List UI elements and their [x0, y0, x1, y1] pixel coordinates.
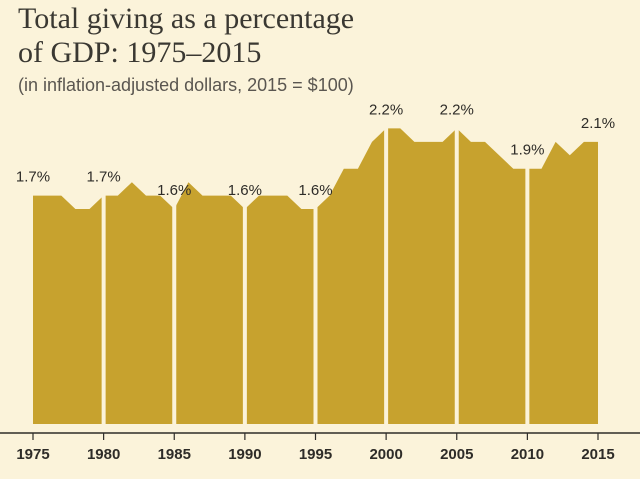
- data-label-1975: 1.7%: [16, 169, 50, 186]
- x-tick-label-2010: 2010: [511, 446, 544, 463]
- x-tick-label-1975: 1975: [16, 446, 49, 463]
- data-label-2015: 2.1%: [581, 115, 615, 132]
- data-label-2000: 2.2%: [369, 101, 403, 118]
- data-label-1985: 1.6%: [157, 182, 191, 199]
- data-label-1990: 1.6%: [228, 182, 262, 199]
- x-tick-label-1995: 1995: [299, 446, 332, 463]
- data-label-1995: 1.6%: [298, 182, 332, 199]
- data-label-1980: 1.7%: [87, 169, 121, 186]
- x-tick-label-2005: 2005: [440, 446, 473, 463]
- data-label-2010: 1.9%: [510, 142, 544, 159]
- chart-subtitle: (in inflation-adjusted dollars, 2015 = $…: [18, 75, 354, 95]
- chart-title-line-2: of GDP: 1975–2015: [18, 36, 262, 69]
- x-tick-label-2015: 2015: [581, 446, 614, 463]
- x-tick-label-1980: 1980: [87, 446, 120, 463]
- x-tick-label-1985: 1985: [158, 446, 191, 463]
- x-tick-label-1990: 1990: [228, 446, 261, 463]
- chart-header: Total giving as a percentage of GDP: 197…: [18, 2, 354, 96]
- data-label-2005: 2.2%: [440, 101, 474, 118]
- x-tick-label-2000: 2000: [369, 446, 402, 463]
- chart-title-line-1: Total giving as a percentage: [18, 2, 355, 35]
